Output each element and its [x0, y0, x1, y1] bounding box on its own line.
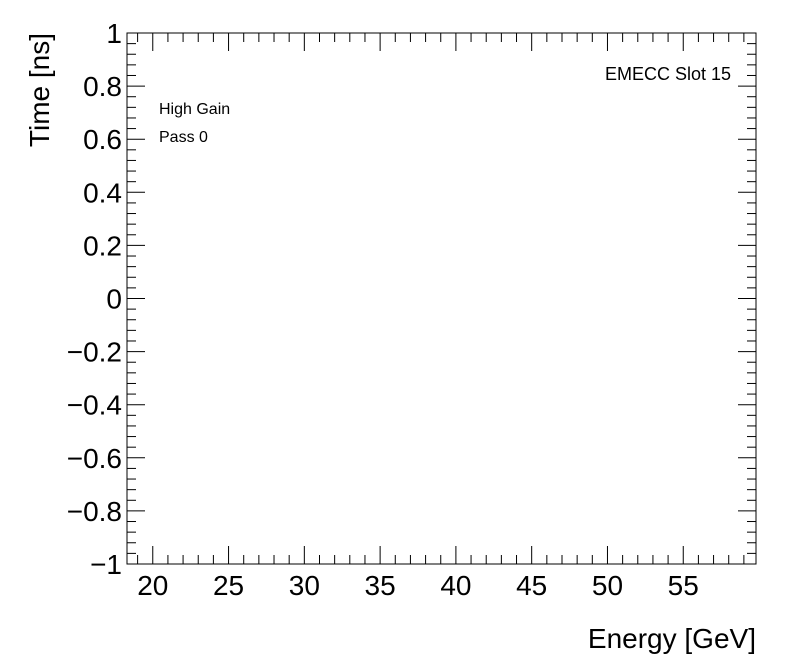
x-tick-label: 30 — [289, 570, 320, 601]
y-tick-label: −0.6 — [67, 443, 122, 474]
annotation-gain: High Gain — [159, 101, 230, 118]
y-tick-label: 0 — [106, 284, 122, 315]
annotation-slot: EMECC Slot 15 — [605, 64, 731, 84]
y-axis-label: Time [ns] — [24, 33, 55, 147]
y-tick-label: 0.2 — [83, 230, 122, 261]
x-axis-ticks — [137, 33, 745, 564]
x-tick-label: 20 — [137, 570, 168, 601]
y-axis-ticks — [127, 32, 756, 565]
y-tick-label: 0.8 — [83, 71, 122, 102]
y-tick-label: −0.4 — [67, 390, 122, 421]
y-tick-label: 1 — [106, 18, 122, 49]
y-tick-label: 0.4 — [83, 177, 122, 208]
x-tick-label: 25 — [213, 570, 244, 601]
x-tick-label: 45 — [516, 570, 547, 601]
x-tick-label: 55 — [668, 570, 699, 601]
y-tick-label: 0.6 — [83, 124, 122, 155]
y-tick-label: −0.2 — [67, 337, 122, 368]
x-axis-tick-labels: 20 25 30 35 40 45 50 55 — [137, 570, 699, 601]
x-tick-label: 40 — [440, 570, 471, 601]
x-axis-label: Energy [GeV] — [588, 623, 756, 654]
y-tick-label: −0.8 — [67, 496, 122, 527]
y-axis-tick-labels: −1 −0.8 −0.6 −0.4 −0.2 0 0.2 0.4 0.6 0.8 1 — [67, 18, 122, 580]
x-tick-label: 35 — [365, 570, 396, 601]
y-tick-label: −1 — [90, 549, 122, 580]
annotation-pass: Pass 0 — [159, 129, 208, 146]
x-tick-label: 50 — [592, 570, 623, 601]
